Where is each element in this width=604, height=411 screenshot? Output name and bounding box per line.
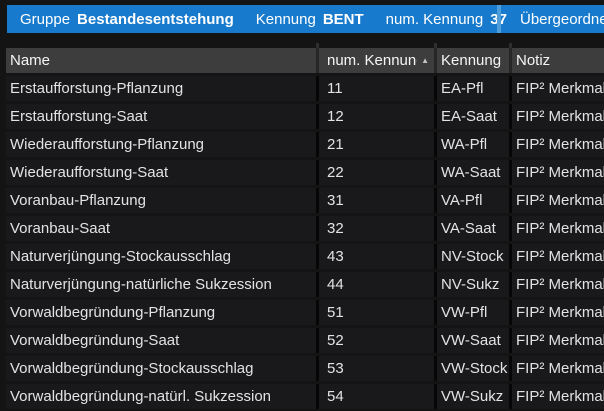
- cell-kennung: VW-Sukz: [437, 384, 509, 409]
- data-grid: Name num. Kennung ▲ Kennung Notiz Erstau…: [6, 43, 604, 411]
- sort-ascending-icon: ▲: [421, 55, 429, 65]
- cell-kennung: NV-Sukz: [437, 272, 509, 297]
- cell-kennung: VA-Saat: [437, 216, 509, 241]
- cell-name: Erstaufforstung-Pflanzung: [6, 76, 316, 101]
- cell-notiz: FIP² Merkmal: [512, 300, 604, 325]
- column-header-label: num. Kennung: [327, 52, 418, 69]
- cell-notiz: FIP² Merkmal: [512, 132, 604, 157]
- cell-notiz: FIP² Merkmal: [512, 104, 604, 129]
- cell-num-kennung: 31: [319, 188, 434, 213]
- field-kennung: Kennung BENT: [256, 11, 364, 28]
- cell-kennung: EA-Pfl: [437, 76, 509, 101]
- table-row[interactable]: Naturverjüngung-Stockausschlag 43 NV-Sto…: [6, 244, 604, 269]
- cell-num-kennung: 51: [319, 300, 434, 325]
- record-info-bar: Gruppe Bestandesentstehung Kennung BENT …: [7, 5, 604, 33]
- cell-kennung: VA-Pfl: [437, 188, 509, 213]
- field-num-kennung: num. Kennung 37: [386, 11, 507, 28]
- cell-kennung: EA-Saat: [437, 104, 509, 129]
- cell-num-kennung: 22: [319, 160, 434, 185]
- table-row[interactable]: Vorwaldbegründung-natürl. Sukzession 54 …: [6, 384, 604, 409]
- table-header-row: Name num. Kennung ▲ Kennung Notiz: [6, 48, 604, 73]
- cell-num-kennung: 52: [319, 328, 434, 353]
- table-row[interactable]: Erstaufforstung-Saat 12 EA-Saat FIP² Mer…: [6, 104, 604, 129]
- cell-name: Vorwaldbegründung-Pflanzung: [6, 300, 316, 325]
- uebergeordnet-section-label: Übergeordnet: [520, 10, 604, 28]
- column-grip[interactable]: [509, 43, 512, 48]
- cell-name: Wiederaufforstung-Pflanzung: [6, 132, 316, 157]
- cell-kennung: WA-Saat: [437, 160, 509, 185]
- field-label: num. Kennung: [385, 10, 484, 28]
- cell-kennung: VW-Stock: [437, 356, 509, 381]
- cell-notiz: FIP² Merkmal: [512, 76, 604, 101]
- table-row[interactable]: Vorwaldbegründung-Stockausschlag 53 VW-S…: [6, 356, 604, 381]
- cell-name: Erstaufforstung-Saat: [6, 104, 316, 129]
- cell-name: Voranbau-Saat: [6, 216, 316, 241]
- cell-num-kennung: 44: [319, 272, 434, 297]
- column-header-notiz[interactable]: Notiz: [512, 48, 604, 73]
- column-header-kennung[interactable]: Kennung: [437, 48, 509, 73]
- cell-num-kennung: 21: [319, 132, 434, 157]
- field-value: BENT: [322, 10, 364, 28]
- field-value: Bestandesentstehung: [77, 10, 234, 28]
- cell-notiz: FIP² Merkmal: [512, 160, 604, 185]
- column-grip[interactable]: [316, 43, 319, 48]
- cell-notiz: FIP² Merkmal: [512, 328, 604, 353]
- cell-name: Vorwaldbegründung-natürl. Sukzession: [6, 384, 316, 409]
- column-header-num-kennung[interactable]: num. Kennung ▲: [319, 48, 434, 73]
- table-row[interactable]: Voranbau-Saat 32 VA-Saat FIP² Merkmal: [6, 216, 604, 241]
- cell-num-kennung: 54: [319, 384, 434, 409]
- table-body: Erstaufforstung-Pflanzung 11 EA-Pfl FIP²…: [6, 76, 604, 409]
- column-header-name[interactable]: Name: [6, 48, 316, 73]
- cell-name: Vorwaldbegründung-Saat: [6, 328, 316, 353]
- table-row[interactable]: Vorwaldbegründung-Saat 52 VW-Saat FIP² M…: [6, 328, 604, 353]
- field-label: Gruppe: [20, 10, 71, 28]
- table-row[interactable]: Wiederaufforstung-Saat 22 WA-Saat FIP² M…: [6, 160, 604, 185]
- cell-kennung: NV-Stock: [437, 244, 509, 269]
- cell-notiz: FIP² Merkmal: [512, 384, 604, 409]
- field-gruppe: Gruppe Bestandesentstehung: [20, 11, 234, 28]
- cell-notiz: FIP² Merkmal: [512, 216, 604, 241]
- cell-num-kennung: 32: [319, 216, 434, 241]
- field-label: Kennung: [255, 10, 316, 28]
- cell-notiz: FIP² Merkmal: [512, 244, 604, 269]
- table-row[interactable]: Naturverjüngung-natürliche Sukzession 44…: [6, 272, 604, 297]
- cell-name: Voranbau-Pflanzung: [6, 188, 316, 213]
- table-row[interactable]: Erstaufforstung-Pflanzung 11 EA-Pfl FIP²…: [6, 76, 604, 101]
- cell-notiz: FIP² Merkmal: [512, 356, 604, 381]
- cell-kennung: VW-Pfl: [437, 300, 509, 325]
- column-grip[interactable]: [434, 43, 437, 48]
- table-row[interactable]: Vorwaldbegründung-Pflanzung 51 VW-Pfl FI…: [6, 300, 604, 325]
- table-row[interactable]: Voranbau-Pflanzung 31 VA-Pfl FIP² Merkma…: [6, 188, 604, 213]
- section-divider: [497, 5, 501, 33]
- cell-num-kennung: 43: [319, 244, 434, 269]
- cell-notiz: FIP² Merkmal: [512, 188, 604, 213]
- table-row[interactable]: Wiederaufforstung-Pflanzung 21 WA-Pfl FI…: [6, 132, 604, 157]
- cell-name: Wiederaufforstung-Saat: [6, 160, 316, 185]
- cell-num-kennung: 53: [319, 356, 434, 381]
- cell-name: Naturverjüngung-natürliche Sukzession: [6, 272, 316, 297]
- cell-num-kennung: 12: [319, 104, 434, 129]
- cell-name: Naturverjüngung-Stockausschlag: [6, 244, 316, 269]
- cell-name: Vorwaldbegründung-Stockausschlag: [6, 356, 316, 381]
- cell-kennung: VW-Saat: [437, 328, 509, 353]
- cell-kennung: WA-Pfl: [437, 132, 509, 157]
- cell-num-kennung: 11: [319, 76, 434, 101]
- cell-notiz: FIP² Merkmal: [512, 272, 604, 297]
